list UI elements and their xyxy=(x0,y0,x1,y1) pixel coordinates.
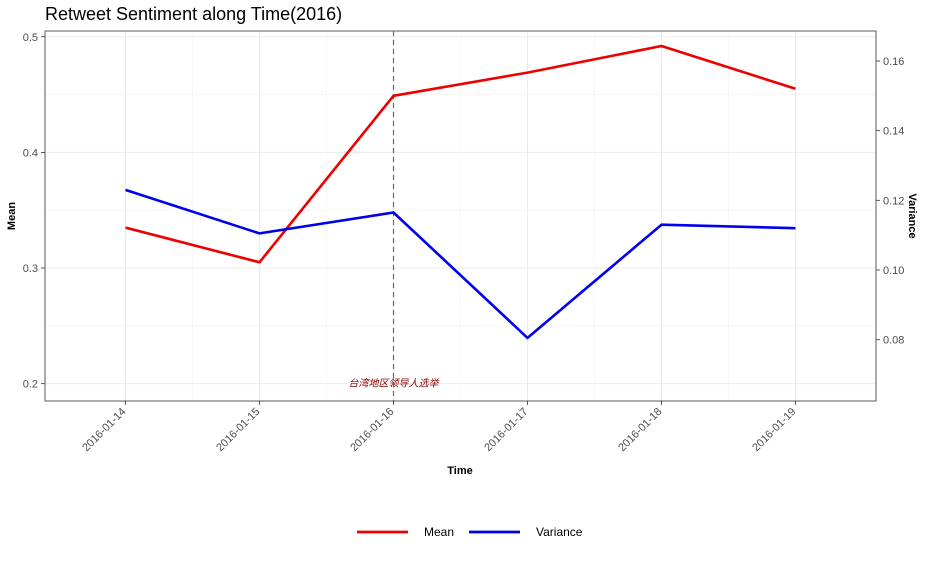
series-line-mean xyxy=(125,44,796,264)
x-tick-label: 2016-01-16 xyxy=(348,406,396,454)
legend: Mean Variance xyxy=(357,525,583,539)
y-axis-title: Mean xyxy=(6,202,18,230)
y-tick-label: 0.2 xyxy=(23,379,38,391)
right-axis: 0.08 0.10 0.12 0.14 0.16 xyxy=(876,56,904,347)
y2-tick-label: 0.16 xyxy=(883,56,904,68)
x-tick-label: 2016-01-17 xyxy=(482,406,530,454)
x-tick-label: 2016-01-18 xyxy=(616,406,664,454)
event-annotation: 台湾地区领导人选举 xyxy=(349,378,441,390)
y-tick-label: 0.3 xyxy=(23,263,38,275)
y2-tick-label: 0.12 xyxy=(883,195,904,207)
x-axis: 2016-01-14 2016-01-15 2016-01-16 2016-01-17… xyxy=(80,401,799,454)
plot-panel xyxy=(44,30,877,402)
x-tick-label: 2016-01-15 xyxy=(214,406,262,454)
chart-title: Retweet Sentiment along Time(2016) xyxy=(45,4,342,24)
legend-label-mean: Mean xyxy=(424,525,454,539)
x-axis-title: Time xyxy=(447,465,472,477)
y-tick-label: 0.5 xyxy=(23,32,38,44)
x-tick-label: 2016-01-19 xyxy=(750,406,798,454)
left-axis: 0.2 0.3 0.4 0.5 xyxy=(23,32,45,391)
series-line-variance xyxy=(125,188,796,340)
y2-tick-label: 0.08 xyxy=(883,335,904,347)
y2-axis-title: Variance xyxy=(906,193,918,238)
y-tick-label: 0.4 xyxy=(23,147,38,159)
y2-tick-label: 0.10 xyxy=(883,265,904,277)
series-group xyxy=(125,44,796,340)
y2-tick-label: 0.14 xyxy=(883,126,904,138)
legend-label-variance: Variance xyxy=(536,525,583,539)
x-tick-label: 2016-01-14 xyxy=(80,406,128,454)
grid xyxy=(45,31,876,401)
